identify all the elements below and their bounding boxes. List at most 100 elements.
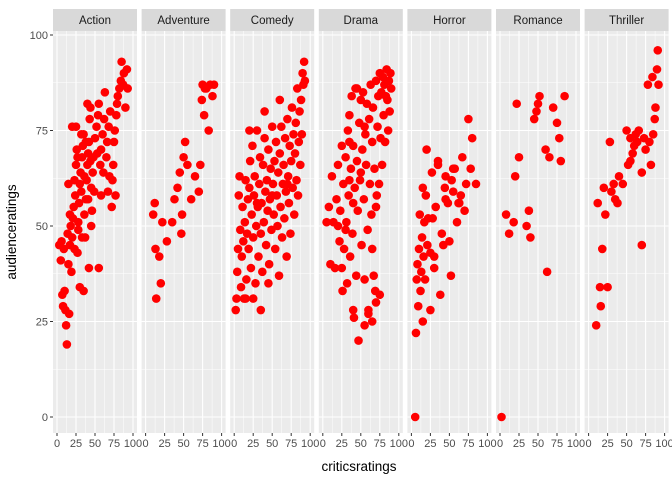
data-point — [464, 114, 473, 124]
data-point — [277, 233, 287, 242]
data-point — [446, 271, 456, 280]
data-point — [236, 282, 246, 292]
data-point — [605, 137, 615, 147]
data-point — [597, 244, 607, 254]
data-point — [324, 202, 334, 212]
data-point — [413, 259, 422, 269]
data-point — [80, 210, 89, 219]
data-point — [556, 156, 566, 166]
data-point — [342, 279, 352, 288]
data-point — [412, 275, 422, 284]
data-point — [204, 126, 213, 135]
data-point — [448, 187, 458, 196]
data-point — [249, 191, 259, 200]
data-point — [162, 236, 172, 246]
data-point — [293, 191, 303, 200]
data-point — [260, 133, 269, 143]
data-point — [417, 233, 427, 242]
data-point — [367, 244, 377, 254]
data-point — [542, 267, 552, 277]
x-tick-label: 25 — [513, 438, 525, 450]
data-point — [445, 236, 454, 246]
data-point — [603, 282, 612, 292]
data-point — [177, 229, 186, 238]
data-point — [522, 221, 531, 231]
data-point — [289, 130, 298, 139]
x-tick-label: 25 — [601, 438, 613, 450]
data-point — [348, 305, 358, 315]
x-tick-label: 50 — [532, 438, 544, 450]
data-point — [67, 267, 76, 277]
x-tick-label: 75 — [639, 438, 651, 450]
data-point — [461, 179, 471, 189]
y-tick-label: 100 — [30, 30, 48, 42]
data-point — [637, 168, 647, 177]
data-point — [197, 95, 207, 105]
data-point — [122, 65, 132, 74]
facet-horror: Horror 0 25 50 75 100 — [407, 9, 497, 450]
data-point — [167, 217, 177, 227]
data-point — [92, 149, 102, 158]
facet-drama: Drama 0 25 50 75 100 — [318, 9, 408, 450]
data-point — [276, 202, 285, 212]
x-tick-label: 25 — [424, 438, 436, 450]
data-point — [653, 45, 663, 55]
data-point — [373, 122, 382, 131]
data-point — [283, 172, 293, 181]
data-point — [232, 267, 242, 277]
data-point — [300, 76, 310, 86]
data-point — [285, 141, 294, 151]
data-point — [441, 172, 450, 181]
data-point — [112, 99, 122, 109]
data-point — [77, 233, 87, 242]
data-point — [209, 80, 219, 89]
data-point — [231, 305, 241, 315]
data-point — [90, 133, 100, 143]
data-point — [383, 126, 393, 135]
x-tick-label: 100 — [655, 438, 672, 450]
facet-strip — [53, 9, 137, 31]
data-point — [84, 263, 94, 273]
data-point — [85, 114, 94, 124]
x-tick-label: 0 — [497, 438, 503, 450]
data-point — [154, 252, 164, 261]
facet-romance: Romance 0 25 50 75 100 — [496, 9, 585, 450]
data-point — [626, 156, 635, 166]
data-point — [296, 160, 305, 170]
data-point — [190, 172, 200, 181]
data-point — [298, 68, 307, 78]
data-point — [552, 118, 562, 128]
facet-adventure: Adventure 0 25 50 75 100 — [141, 9, 231, 450]
x-tick-label: 25 — [247, 438, 259, 450]
data-point — [74, 198, 84, 208]
data-point — [339, 244, 349, 254]
facet-strip — [407, 9, 492, 31]
data-point — [67, 233, 77, 242]
x-tick-label: 100 — [390, 438, 408, 450]
data-point — [371, 298, 381, 307]
data-point — [360, 122, 369, 131]
data-point — [279, 160, 288, 170]
x-tick-label: 50 — [355, 438, 367, 450]
data-point — [247, 210, 256, 219]
x-tick-label: 75 — [551, 438, 563, 450]
data-point — [359, 194, 369, 204]
data-point — [77, 130, 86, 139]
data-point — [273, 221, 282, 231]
x-tick-label: 100 — [212, 438, 230, 450]
data-point — [256, 229, 266, 238]
data-point — [246, 263, 256, 273]
data-point — [239, 236, 248, 246]
data-point — [237, 252, 247, 261]
data-point — [426, 305, 435, 315]
data-point — [121, 103, 130, 112]
data-point — [264, 145, 273, 154]
data-point — [607, 187, 616, 196]
data-point — [92, 122, 101, 131]
x-tick-label: 0 — [231, 438, 237, 450]
data-point — [170, 194, 179, 204]
data-point — [64, 179, 73, 189]
data-point — [241, 294, 250, 303]
data-point — [86, 156, 95, 166]
data-point — [346, 164, 356, 173]
